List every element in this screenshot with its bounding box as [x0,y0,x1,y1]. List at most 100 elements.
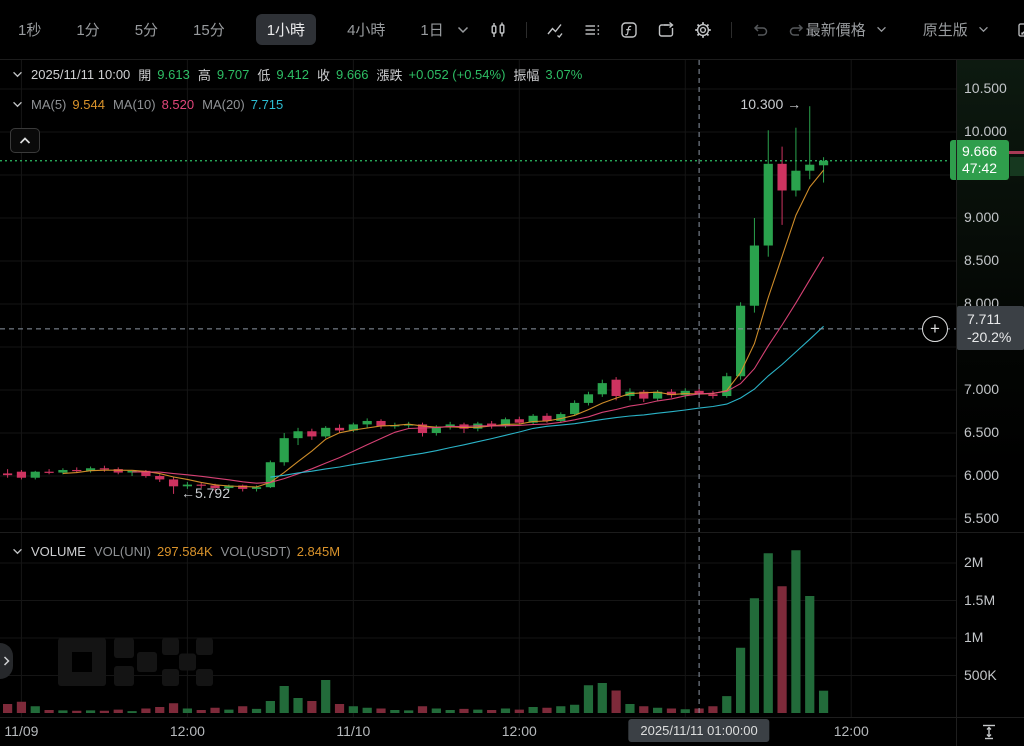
time-axis-label: 12:00 [833,723,869,739]
okx-watermark [162,638,179,655]
collapse-pane-button[interactable] [10,128,40,153]
okx-watermark [162,669,179,686]
amplitude-value: 3.07% [545,67,583,82]
legend-collapse-chevron-icon[interactable] [12,71,23,78]
interval-button[interactable]: 15分 [189,14,229,45]
low-label: 低 [257,68,271,83]
price-axis-label: 10.000 [964,123,1007,139]
ma20-value: 7.715 [250,97,284,112]
chevron-right-icon [3,656,10,666]
close-label: 收 [316,68,330,83]
volume-collapse-chevron-icon[interactable] [12,548,23,555]
interval-button[interactable]: 1小時 [255,14,317,45]
interval-selector: 1秒 1分 5分 15分 1小時 4小時 1日 [14,14,448,45]
crosshair-change: -20.2% [967,328,1012,345]
chart-toolbar: 1秒 1分 5分 15分 1小時 4小時 1日 [0,0,1024,60]
time-axis-label: 12:00 [501,723,537,739]
price-scale-reset-icon[interactable] [979,722,999,742]
volume-title: VOLUME [31,544,86,559]
low-value: 9.412 [276,67,309,82]
open-value: 9.613 [157,67,190,82]
toolbar-divider [730,21,732,38]
pane-divider[interactable] [0,532,1024,533]
settings-gear-icon[interactable] [694,21,712,39]
time-axis[interactable] [0,717,1024,746]
display-settings-icon[interactable] [583,21,601,39]
redo-icon[interactable] [788,21,806,39]
replay-icon[interactable] [657,21,675,39]
high-label: 高 [197,68,211,83]
time-axis-label: 12:00 [169,723,205,739]
interval-button[interactable]: 1日 [416,14,447,45]
price-axis-label: 7.000 [964,381,1000,397]
undo-icon[interactable] [751,21,769,39]
interval-dropdown-chevron-icon[interactable] [457,26,469,34]
vol-usdt-label: VOL(USDT) [220,544,291,559]
ma20-label: MA(20) [202,97,245,112]
price-axis-label: 5.500 [964,510,1000,526]
volume-axis-label: 1.5M [964,591,996,608]
price-axis-label: 9.000 [964,209,1000,225]
interval-button[interactable]: 1秒 [14,14,45,45]
low-price-annotation: ←5.792 [180,484,230,501]
close-value: 9.666 [335,67,369,82]
interval-button[interactable]: 1分 [72,14,103,45]
chart-canvas[interactable] [0,60,956,717]
place-order-plus-icon[interactable]: + [922,315,948,342]
amplitude-label: 振幅 [513,68,540,83]
price-axis-label: 10.500 [964,80,1007,96]
current-price: 9.666 [962,142,998,159]
change-value: +0.052 (+0.54%) [408,67,506,82]
okx-watermark [179,653,196,671]
toolbar-divider [525,21,527,38]
volume-axis-label: 2M [964,554,984,570]
render-mode-chevron-icon[interactable] [978,26,989,33]
high-value: 9.707 [216,67,250,82]
crosshair-price: 7.711 [967,310,1001,327]
open-label: 開 [138,68,152,83]
ma-collapse-chevron-icon[interactable] [12,101,23,108]
ask-price-tick [1008,151,1024,154]
render-mode-selector[interactable]: 原生版 [922,22,968,39]
chevron-up-icon [19,136,31,144]
change-label: 漲跌 [376,68,403,83]
ma10-label: MA(10) [112,97,156,112]
price-axis-label: 6.500 [964,424,1000,440]
time-axis-label: 11/09 [4,723,39,739]
okx-watermark [196,669,213,686]
candle-datetime: 2025/11/11 10:00 [31,67,131,82]
interval-button[interactable]: 5分 [131,14,162,45]
ma5-label: MA(5) [31,97,67,112]
candle-type-icon[interactable] [489,21,507,39]
axis-divider [956,60,957,746]
current-price-badge: 9.666 47:42 [950,139,1009,180]
pane-expand-handle[interactable] [0,643,13,679]
depth-tick [1010,157,1024,176]
indicators-icon[interactable] [546,21,564,39]
ma10-value: 8.520 [161,97,195,112]
price-axis-label: 6.000 [964,467,1000,483]
volume-legend: VOLUME VOL(UNI) 297.584K VOL(USDT) 2.845M [12,544,340,559]
high-price-annotation: 10.300 → [740,96,802,113]
vol-uni-label: VOL(UNI) [93,544,151,559]
crosshair-price-badge: 7.711 -20.2% [957,305,1024,350]
vol-uni-value: 297.584K [156,544,213,559]
price-mode-chevron-icon[interactable] [876,26,887,33]
volume-axis-label: 500K [964,666,997,683]
ma-legend: MA(5) 9.544 MA(10) 8.520 MA(20) 7.715 [12,97,283,112]
price-mode-selector[interactable]: 最新價格 [805,22,866,39]
vol-usdt-value: 2.845M [296,544,341,559]
okx-watermark [114,638,134,658]
interval-button[interactable]: 4小時 [343,14,389,45]
crosshair-time-badge: 2025/11/11 01:00:00 [628,719,770,742]
candle-countdown: 47:42 [962,159,998,176]
fullscreen-icon[interactable] [1017,21,1024,39]
formula-icon[interactable] [620,21,638,39]
okx-watermark [137,652,157,672]
price-axis-label: 8.500 [964,252,1000,268]
ma5-value: 9.544 [72,97,105,112]
okx-watermark [114,666,134,686]
time-axis-label: 11/10 [336,723,371,739]
